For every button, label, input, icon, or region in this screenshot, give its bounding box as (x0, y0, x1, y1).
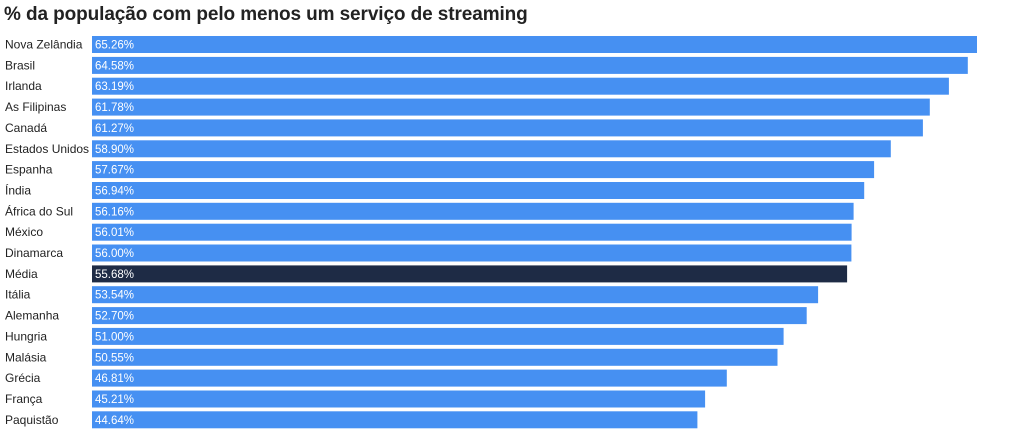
category-label: Índia (5, 183, 31, 198)
category-label: Paquistão (5, 413, 59, 427)
bar-row-italia: Itália 53.54% (5, 286, 819, 304)
bar-row-grecia: Grécia 46.81% (5, 369, 727, 387)
bar-row-dinamarca: Dinamarca 56.00% (5, 244, 852, 262)
bar (92, 327, 784, 345)
value-label: 56.01% (95, 227, 134, 239)
bar (92, 98, 930, 116)
bar (92, 202, 854, 220)
bar (92, 77, 949, 95)
value-label: 63.19% (95, 81, 134, 93)
category-label: Estados Unidos (5, 142, 89, 156)
value-label: 56.16% (95, 206, 134, 218)
value-label: 57.67% (95, 165, 134, 177)
value-label: 56.00% (95, 248, 134, 260)
category-label: Irlanda (5, 79, 42, 93)
category-label: Grécia (5, 371, 41, 385)
value-label: 64.58% (95, 60, 134, 72)
category-label: As Filipinas (5, 100, 66, 114)
bar (92, 56, 968, 74)
bar (92, 223, 852, 241)
bar-row-hungria: Hungria 51.00% (5, 327, 784, 345)
category-label: Itália (5, 288, 31, 302)
bar-row-media: Média 55.68% (5, 265, 848, 283)
value-label: 55.68% (95, 269, 134, 281)
bar-row-africa-do-sul: África do Sul 56.16% (5, 202, 854, 220)
category-label: África do Sul (5, 203, 73, 218)
bar (92, 161, 875, 179)
bar (92, 36, 977, 53)
category-label: França (5, 392, 43, 406)
value-label: 50.55% (95, 352, 134, 364)
bar (92, 244, 852, 262)
bar-row-nova-zelandia: Nova Zelândia 65.26% (5, 36, 977, 53)
value-label: 61.27% (95, 123, 134, 135)
bar-row-canada: Canadá 61.27% (5, 119, 923, 137)
bar-row-franca: França 45.21% (5, 390, 706, 408)
bar (92, 286, 819, 304)
bar-row-mexico: México 56.01% (5, 223, 852, 241)
bar-row-irlanda: Irlanda 63.19% (5, 77, 949, 95)
bar (92, 140, 891, 158)
category-label: Dinamarca (5, 246, 63, 260)
highlight-bar (92, 265, 848, 283)
category-label: Malásia (5, 350, 47, 364)
category-label: Espanha (5, 163, 53, 177)
category-label: Hungria (5, 329, 47, 343)
category-label: Média (5, 267, 38, 281)
bar-row-estados-unidos: Estados Unidos 58.90% (5, 140, 891, 158)
bar-row-as-filipinas: As Filipinas 61.78% (5, 98, 930, 116)
value-label: 53.54% (95, 290, 134, 302)
category-label: México (5, 225, 43, 239)
bar (92, 348, 778, 366)
value-label: 52.70% (95, 311, 134, 323)
value-label: 46.81% (95, 373, 134, 385)
bar-row-paquistao: Paquistão 44.64% (5, 411, 698, 429)
chart-title: % da população com pelo menos um serviço… (4, 4, 528, 25)
bar (92, 411, 698, 429)
bar (92, 182, 865, 199)
value-label: 56.94% (95, 186, 134, 198)
category-label: Brasil (5, 58, 35, 72)
bar-row-espanha: Espanha 57.67% (5, 161, 875, 179)
value-label: 61.78% (95, 102, 134, 114)
value-label: 51.00% (95, 331, 134, 343)
value-label: 45.21% (95, 394, 134, 406)
bar-row-india: Índia 56.94% (5, 182, 865, 199)
value-label: 65.26% (95, 40, 134, 52)
bar (92, 390, 706, 408)
category-label: Canadá (5, 121, 47, 135)
bar (92, 307, 807, 325)
bar-row-alemanha: Alemanha 52.70% (5, 307, 807, 325)
category-label: Nova Zelândia (5, 38, 83, 52)
value-label: 44.64% (95, 415, 134, 427)
bar-rows: Nova Zelândia 65.26% Brasil 64.58% Irlanda 63… (5, 36, 977, 429)
category-label: Alemanha (5, 309, 59, 323)
value-label: 58.90% (95, 144, 134, 156)
bar (92, 369, 727, 387)
bar-row-brasil: Brasil 64.58% (5, 56, 968, 74)
bar (92, 119, 923, 137)
bar-row-malasia: Malásia 50.55% (5, 348, 778, 366)
